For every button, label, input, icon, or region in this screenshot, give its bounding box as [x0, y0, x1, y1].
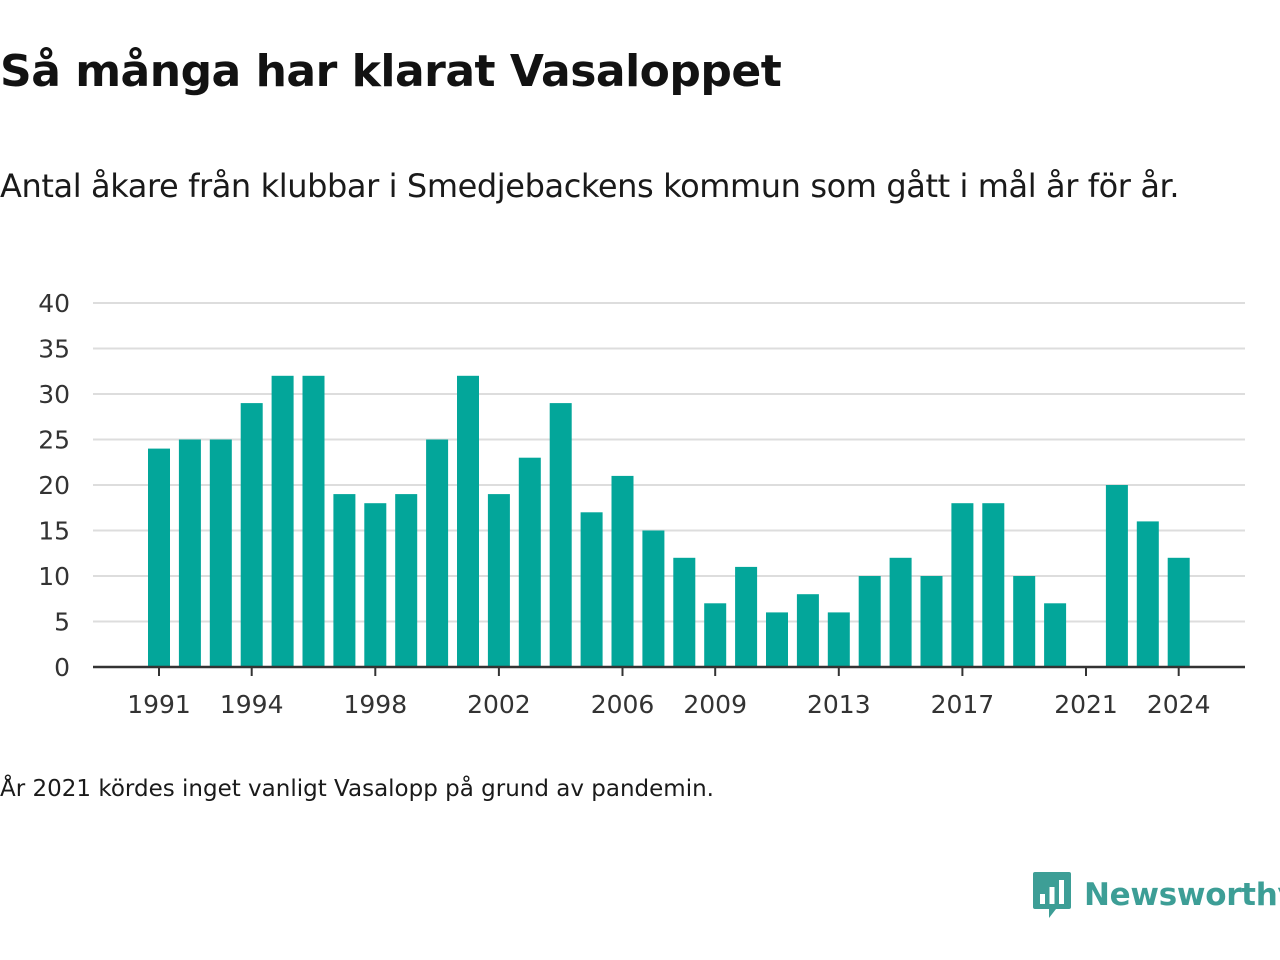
x-tick-label-1991: 1991	[127, 690, 191, 719]
bar-2010	[735, 566, 758, 667]
bar-2007	[642, 530, 665, 667]
x-tick-label-2013: 2013	[807, 690, 871, 719]
bar-2006	[611, 475, 634, 667]
x-tick-label-2021: 2021	[1054, 690, 1118, 719]
bar-2023	[1136, 521, 1159, 667]
bar-2024	[1167, 557, 1190, 667]
y-tick-label-0: 0	[54, 653, 70, 682]
bar-2009	[704, 603, 727, 667]
bar-2005	[580, 512, 603, 667]
y-tick-label-30: 30	[38, 380, 70, 409]
newsworthy-brand: Newsworthy	[1032, 870, 1280, 920]
bar-2001	[457, 375, 479, 667]
brand-name: Newsworthy	[1084, 877, 1280, 913]
bar-1997	[333, 494, 356, 667]
bar-1992	[178, 439, 201, 667]
bar-2004	[549, 403, 572, 667]
bar-1994	[240, 403, 263, 667]
bar-2003	[518, 457, 541, 667]
bar-2008	[673, 557, 696, 667]
bar-2015	[889, 557, 912, 667]
bar-2019	[1013, 576, 1036, 667]
grid-lines	[93, 302, 1245, 623]
footnote: År 2021 kördes inget vanligt Vasalopp på…	[0, 776, 714, 802]
chart-title: Så många har klarat Vasaloppet	[0, 46, 782, 97]
bar-2016	[920, 576, 943, 667]
x-tick-label-1994: 1994	[220, 690, 284, 719]
y-axis-ticks: 0 5 10 15 20 25 30 35 40	[38, 289, 70, 682]
x-tick-label-2009: 2009	[683, 690, 747, 719]
bar-1991	[148, 448, 170, 667]
x-tick-label-2002: 2002	[467, 690, 531, 719]
bar-2013	[827, 612, 850, 667]
x-tick-label-2006: 2006	[591, 690, 655, 719]
bar-2022	[1105, 485, 1128, 667]
chart-subtitle: Antal åkare från klubbar i Smedjebackens…	[0, 167, 1180, 205]
bar-1998	[364, 503, 387, 667]
bar-2012	[796, 594, 819, 667]
x-tick-label-2017: 2017	[931, 690, 995, 719]
bars	[148, 375, 1190, 667]
bar-2011	[766, 612, 788, 667]
y-tick-label-10: 10	[38, 562, 70, 591]
bar-2000	[426, 439, 449, 667]
x-tick-label-2024: 2024	[1147, 690, 1211, 719]
x-axis-ticks: 1991 1994 1998 2002 2006 2009 2013 2017 2021 2024	[127, 667, 1211, 719]
bar-2018	[982, 503, 1005, 667]
y-tick-label-25: 25	[38, 426, 70, 455]
bar-1996	[302, 375, 325, 667]
bar-2017	[951, 503, 974, 667]
bar-1999	[395, 494, 418, 667]
y-tick-label-5: 5	[54, 608, 70, 637]
bar-2014	[858, 576, 881, 667]
bar-1993	[209, 439, 232, 667]
bar-2020	[1044, 603, 1067, 667]
bar-1995	[271, 375, 294, 667]
y-tick-label-40: 40	[38, 289, 70, 318]
y-tick-label-20: 20	[38, 471, 70, 500]
y-tick-label-35: 35	[38, 335, 70, 364]
bar-2002	[487, 494, 510, 667]
x-tick-label-1998: 1998	[343, 690, 407, 719]
y-tick-label-15: 15	[38, 517, 70, 546]
bar-chart: 0 5 10 15 20 25 30 35 40 1991 1994 1998 2002 2006 200…	[38, 289, 1245, 719]
newsworthy-logo-icon	[1033, 872, 1071, 918]
